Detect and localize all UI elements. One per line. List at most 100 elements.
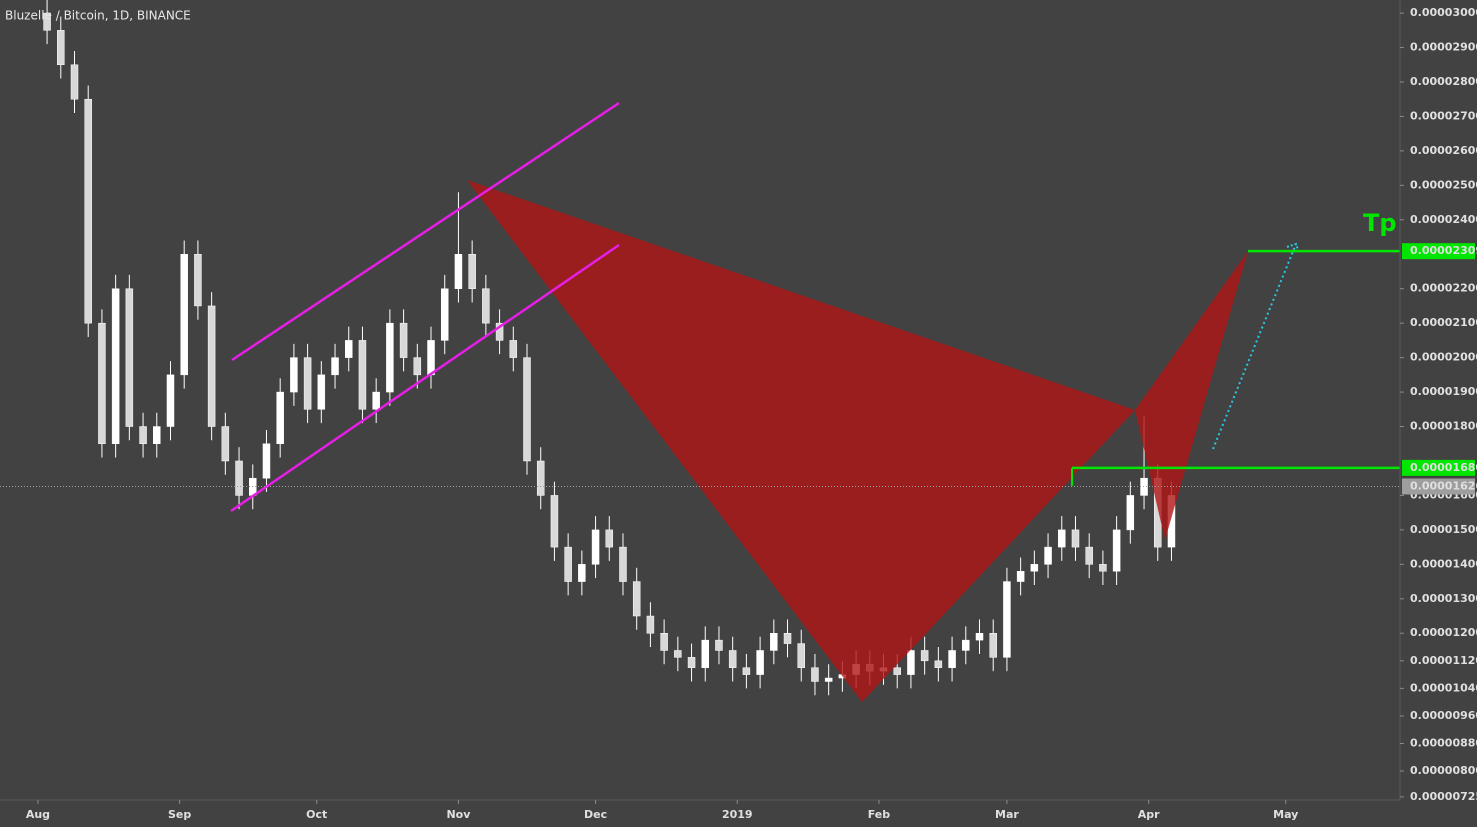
tp-annotation: Tp	[1363, 209, 1397, 237]
candle-body	[331, 357, 339, 376]
candle-body	[619, 546, 627, 582]
y-tick-label: 0.00003000	[1410, 6, 1477, 19]
y-tick-label: 0.00001900	[1410, 385, 1477, 398]
candle-body	[454, 254, 463, 289]
candle-body	[399, 322, 408, 358]
candle-body	[742, 667, 751, 675]
candle-body	[153, 426, 161, 445]
candle-body	[235, 460, 243, 496]
candle-body	[550, 495, 559, 548]
candle-body	[975, 632, 984, 641]
candle-body	[578, 564, 586, 582]
candle-body	[262, 443, 271, 479]
candle-body	[468, 254, 476, 289]
y-tick-label: 0.00002500	[1410, 178, 1477, 191]
candle-body	[824, 677, 833, 682]
y-tick-label: 0.00002600	[1410, 144, 1477, 157]
y-tick-label: 0.00002200	[1410, 282, 1477, 295]
candle-body	[1058, 529, 1066, 548]
harmonic-pattern-xab	[467, 180, 1135, 702]
candle-body	[427, 340, 435, 376]
price-label-box	[1402, 243, 1475, 260]
chart-title: Bluzelle / Bitcoin, 1D, BINANCE	[5, 9, 191, 23]
x-tick-label: May	[1273, 808, 1298, 821]
y-tick-label: 0.00001500	[1410, 523, 1477, 536]
candle-body	[440, 288, 449, 341]
candle-body	[1016, 570, 1025, 582]
x-tick-label: Mar	[995, 808, 1019, 821]
candle-body	[660, 632, 668, 651]
price-axis	[1400, 0, 1477, 827]
candle-body	[1099, 564, 1107, 572]
candle-body	[701, 639, 710, 668]
candle-body	[605, 529, 614, 548]
candle-body	[221, 426, 230, 462]
channel-upper	[231, 101, 620, 362]
candle-body	[70, 64, 79, 100]
candle-body	[783, 632, 792, 644]
price-label: 0.00001626	[1410, 479, 1477, 492]
x-tick-label: 2019	[722, 808, 753, 821]
candle-body	[180, 254, 188, 376]
candle-body	[358, 340, 367, 410]
candle-body	[372, 391, 380, 410]
y-tick-label: 0.00000800	[1410, 764, 1477, 777]
candle-body	[989, 632, 997, 658]
y-tick-label: 0.00002700	[1410, 109, 1477, 122]
candle-body	[125, 288, 134, 427]
y-tick-label: 0.00002400	[1410, 213, 1477, 226]
price-label-box	[1402, 459, 1475, 476]
candle-body	[687, 657, 696, 668]
channel-lower	[230, 243, 620, 513]
y-tick-label: 0.00002800	[1410, 75, 1477, 88]
candle-body	[207, 305, 216, 427]
candle-body	[1071, 529, 1080, 548]
candle-body	[166, 374, 175, 427]
candle-body	[962, 639, 970, 651]
levels	[0, 249, 1400, 487]
x-tick-label: Nov	[446, 808, 471, 821]
candle-body	[536, 460, 545, 496]
projection-arrow-head	[1286, 242, 1300, 254]
candle-body	[770, 632, 778, 651]
x-tick-label: Feb	[868, 808, 891, 821]
x-tick-label: Apr	[1138, 808, 1160, 821]
plot-area	[43, 0, 1176, 696]
x-tick-label: Aug	[26, 808, 50, 821]
candle-body	[1003, 581, 1011, 658]
candle-body	[1085, 546, 1093, 565]
x-tick-label: Dec	[584, 808, 607, 821]
candle-body	[564, 546, 572, 582]
candle-body	[386, 322, 394, 393]
x-tick-label: Oct	[306, 808, 327, 821]
price-label-box	[1402, 478, 1475, 495]
candle-body	[1112, 529, 1121, 572]
y-tick-label: 0.00001800	[1410, 420, 1477, 433]
candle-body	[413, 357, 422, 376]
y-tick-label: 0.00001200	[1410, 626, 1477, 639]
candle-body	[893, 667, 901, 675]
x-tick-label: Sep	[168, 808, 191, 821]
candle-body	[482, 288, 490, 324]
y-tick-label: 0.00000960	[1410, 709, 1477, 722]
candle-body	[303, 357, 312, 410]
candle-body	[674, 650, 682, 658]
candle-body	[646, 615, 655, 634]
candle-body	[907, 650, 915, 675]
candle-body	[84, 98, 92, 324]
candle-body	[920, 650, 929, 662]
y-tick-label: 0.00000880	[1410, 736, 1477, 749]
price-label: 0.00002309	[1410, 244, 1477, 257]
candle-body	[1030, 564, 1039, 572]
price-label: 0.00001680	[1410, 461, 1477, 474]
candle-body	[523, 357, 531, 462]
candle-body	[509, 340, 518, 358]
projection-arrow	[1212, 243, 1297, 450]
candle-body	[43, 12, 51, 31]
y-tick-label: 0.00002000	[1410, 351, 1477, 364]
candle-body	[797, 643, 805, 668]
candle-body	[948, 650, 956, 668]
candle-body	[57, 30, 65, 66]
candle-body	[194, 254, 202, 307]
